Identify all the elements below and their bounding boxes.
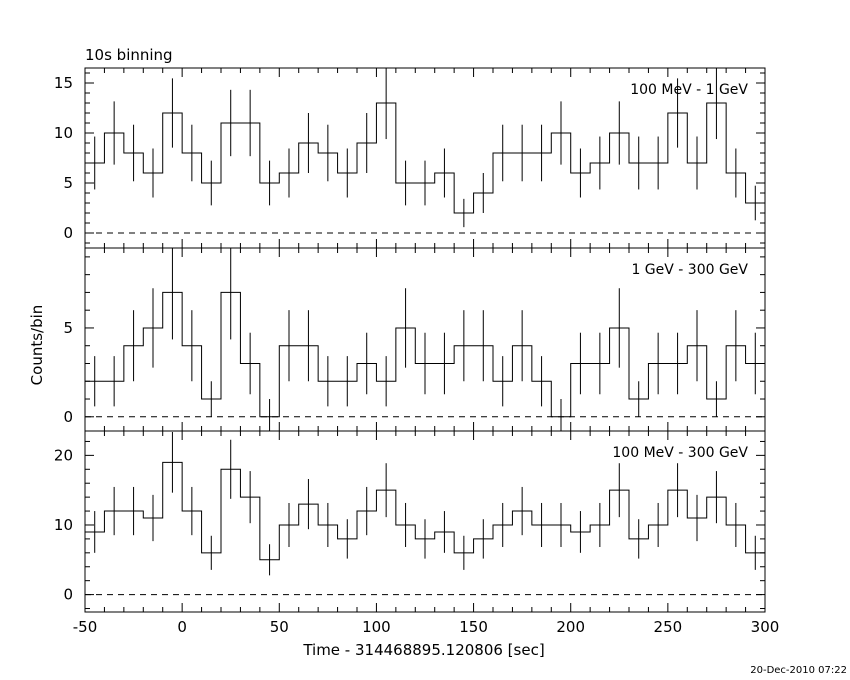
y-tick-label: 10 [54,124,73,142]
y-tick-label: 10 [54,516,73,534]
x-tick-label: 300 [751,618,780,636]
panel-2: 0 5 1 GeV - 300 GeV [63,247,766,432]
panel-1: 0 5 10 15 100 MeV - 1 GeV [54,67,766,249]
binning-label: 10s binning [85,46,173,64]
x-tick-label: 150 [459,618,488,636]
panel-frame [84,430,766,613]
energy-band-label: 100 MeV - 1 GeV [630,82,748,98]
y-tick-label: 20 [54,446,73,464]
y-tick-label: 15 [54,74,73,92]
y-tick-label: 0 [63,224,73,242]
x-tick-label: 100 [362,618,391,636]
timestamp: 20-Dec-2010 07:22 [750,665,847,676]
energy-band-label: 1 GeV - 300 GeV [631,262,748,278]
y-axis-label: Counts/bin [28,305,46,386]
y-tick-label: 0 [63,408,73,426]
panel-3: 0 10 20 100 MeV - 300 GeV [54,430,766,613]
x-tick-label: -50 [73,618,98,636]
y-tick-label: 5 [63,319,73,337]
x-tick-label: 200 [556,618,585,636]
x-tick-label: 0 [177,618,187,636]
lightcurve-step-line [85,102,765,214]
x-tick-label: 50 [270,618,289,636]
x-tick-label: 250 [654,618,683,636]
y-tick-label: 5 [63,174,73,192]
y-tick-label: 0 [63,586,73,604]
x-axis-label: Time - 314468895.120806 [sec] [302,641,544,659]
panels-group: 0 5 10 15 100 MeV - 1 GeV 0 5 1 GeV - 300 GeV 0 1… [54,67,780,636]
energy-band-label: 100 MeV - 300 GeV [612,445,748,461]
lightcurve-step-line [85,291,765,418]
